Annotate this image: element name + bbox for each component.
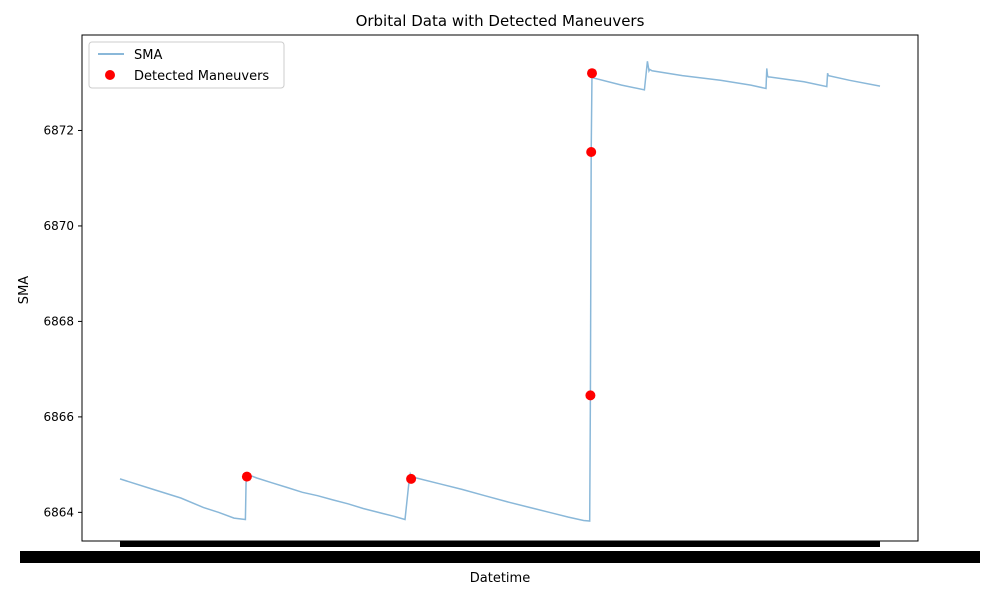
legend-label-sma: SMA [134,48,162,63]
maneuver-point [406,473,417,484]
maneuver-point [241,471,252,482]
y-tick-label: 6864 [43,505,74,519]
y-tick-label: 6866 [43,410,74,424]
maneuver-point [586,147,597,157]
legend-label-maneuvers: Detected Maneuvers [134,69,269,84]
maneuver-point [585,390,596,401]
sma-line [119,61,881,522]
x-axis-tick-labels-overlapped [20,541,980,563]
maneuver-point [587,68,597,79]
y-tick-label: 6870 [43,219,74,233]
series-layer [119,61,881,522]
y-axis-label: SMA [17,276,32,304]
x-axis-label: Datetime [470,571,530,586]
x-tick-mark-band [120,541,880,547]
y-tick-label: 6872 [43,123,74,137]
legend-swatch-maneuvers [105,70,115,80]
x-tick-label-band [20,551,980,563]
legend: SMA Detected Maneuvers [88,41,285,89]
chart-title: Orbital Data with Detected Maneuvers [356,12,645,30]
y-axis-ticks: 6864 6866 6868 6870 6872 [43,123,82,519]
y-tick-label: 6868 [43,314,74,328]
legend-box [88,41,285,89]
